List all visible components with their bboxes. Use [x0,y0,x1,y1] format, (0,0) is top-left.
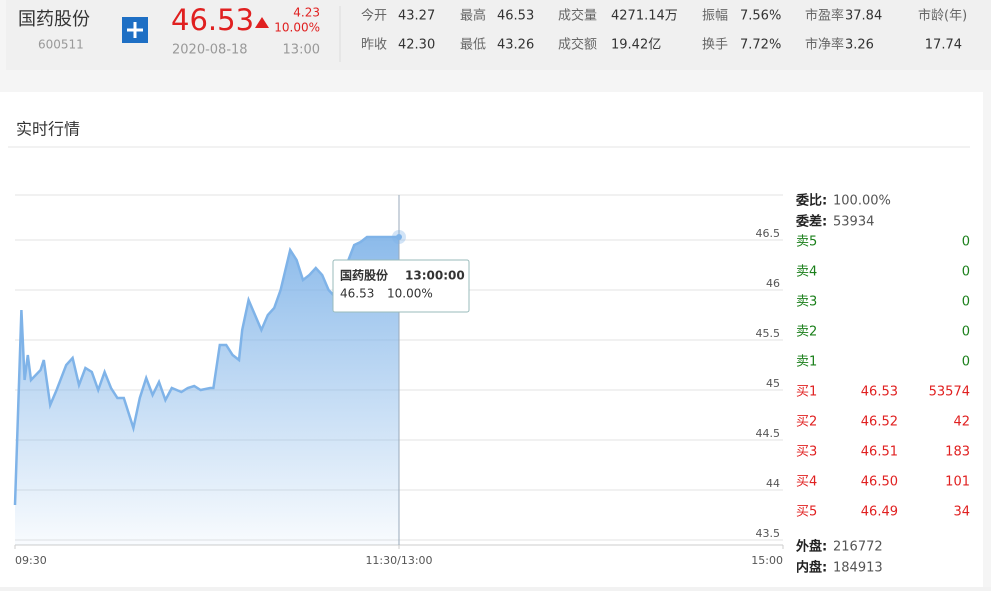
y-tick-label: 44.5 [756,427,781,440]
sell-volume: 0 [962,295,970,310]
x-tick-label: 15:00 [751,554,783,567]
stat-label: 今开 [361,8,387,24]
buy-label: 买5 [796,505,817,520]
stat-label: 振幅 [702,9,728,24]
stat-value: 17.74 [925,38,962,53]
x-tick-label: 11:30/13:00 [365,554,432,567]
buy-price: 46.49 [861,505,898,520]
diff: 53934 [833,215,874,230]
area [15,237,399,545]
stat-label: 市龄(年) [918,8,967,24]
buy-label: 买3 [796,445,817,460]
inner: 184913 [833,561,883,576]
header: 国药股份 600511 46.53 4.23 10.00% 2020-08-18… [16,3,320,139]
outer: 216772 [833,540,883,555]
stat-value: 43.27 [398,9,435,24]
y-tick-label: 45 [766,377,780,390]
stock-name: 国药股份 [18,9,90,30]
tooltip-price: 46.53 [340,287,374,301]
y-tick-label: 46 [766,277,780,290]
time: 13:00 [283,43,320,58]
sell-label: 卖3 [796,295,817,310]
sell-volume: 0 [962,235,970,250]
buy-label: 买4 [796,475,817,490]
buy-volume: 53574 [929,385,970,400]
sell-volume: 0 [962,265,970,280]
cursor-dot [396,234,402,240]
sell-label: 卖2 [796,325,817,340]
chart: 43.5 44 44.5 45 45.5 46 46.5 09:30 11:30/13:00 15… [13,194,784,567]
buy-volume: 34 [953,505,970,520]
tooltip-name: 国药股份 [340,268,389,283]
tooltip-pct: 10.00% [387,287,433,301]
y-tick-label: 44 [766,477,780,490]
stat-value: 43.26 [497,38,534,53]
stat-label: 最低 [460,38,486,53]
change-pct: 10.00% [274,21,320,35]
stock-code: 600511 [38,38,84,52]
sell-volume: 0 [962,325,970,340]
buy-price: 46.50 [861,475,898,490]
stat-label: 换手 [702,38,728,53]
diff-label: 委差: [795,214,827,230]
stat-label: 成交额 [558,37,597,53]
sell-volume: 0 [962,355,970,370]
stat-value: 7.56% [740,9,781,24]
buy-volume: 183 [945,445,970,460]
stat-value: 46.53 [497,9,534,24]
buy-price: 46.51 [861,445,898,460]
sell-label: 卖1 [796,355,817,370]
price-line [13,235,399,506]
buy-label: 买1 [796,385,817,400]
outer-label: 外盘: [795,539,827,555]
price: 46.53 [171,3,254,37]
stat-value: 37.84 [845,9,882,24]
change: 4.23 [293,6,320,20]
y-tick-label: 43.5 [756,527,781,540]
stat-value: 3.26 [845,38,874,53]
stat-label: 成交量 [558,8,597,24]
stat-label: 市净率 [805,37,844,53]
stat-value: 19.42亿 [611,38,661,53]
stat-label: 昨收 [361,38,387,53]
buy-volume: 42 [953,415,970,430]
stat-label: 市盈率 [805,8,844,24]
buy-volume: 101 [945,475,970,490]
inner-label: 内盘: [796,560,827,576]
stat-value: 7.72% [740,38,781,53]
tooltip [332,259,470,313]
buy-price: 46.52 [861,415,898,430]
sell-label: 卖5 [796,235,817,250]
sell-label: 卖4 [796,265,817,280]
ratio: 100.00% [833,194,891,209]
ratio-label: 委比: [795,193,827,209]
date: 2020-08-18 [172,43,248,58]
tooltip-time: 13:00:00 [405,269,465,283]
y-tick-label: 46.5 [756,227,781,240]
buy-price: 46.53 [861,385,898,400]
buy-label: 买2 [796,415,817,430]
x-tick-label: 09:30 [15,554,47,567]
stat-value: 4271.14万 [611,9,678,24]
stat-label: 最高 [460,8,486,24]
stat-value: 42.30 [398,38,435,53]
y-tick-label: 45.5 [756,327,781,340]
plus-icon [127,22,143,38]
up-arrow [255,17,269,28]
header-bar [6,0,991,70]
panel-title: 实时行情 [16,120,80,139]
